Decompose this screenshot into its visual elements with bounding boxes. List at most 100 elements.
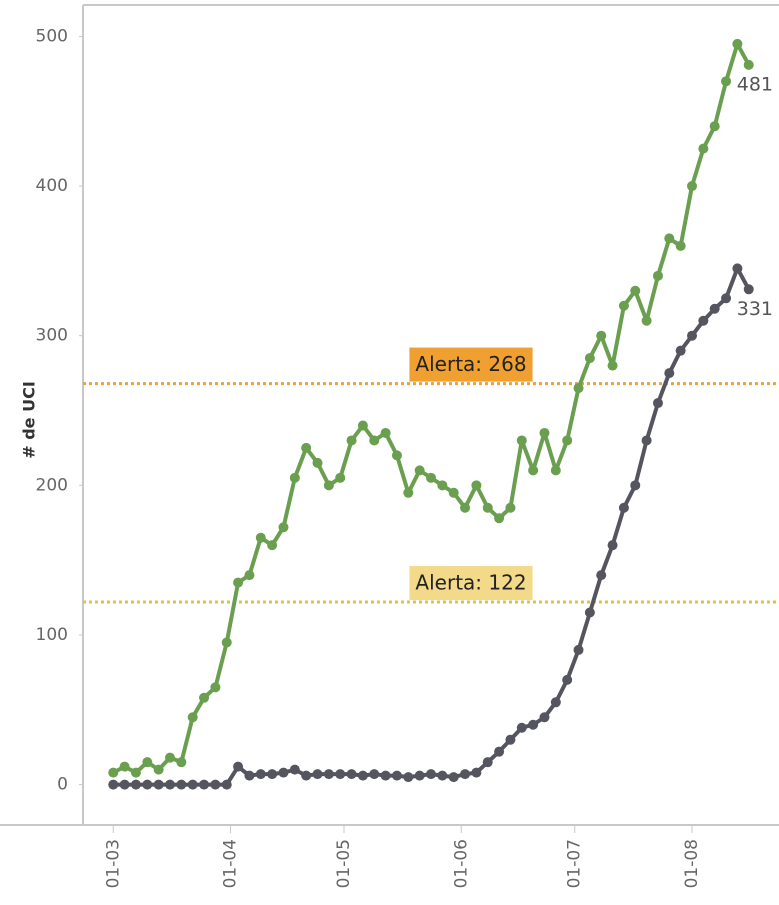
data-point [233,761,244,772]
series-line [112,41,751,775]
data-point [335,472,346,483]
data-point [278,767,289,778]
end-label: 481 [737,73,773,95]
data-point [664,368,675,379]
data-point [255,532,266,543]
data-point [187,779,198,790]
data-point [652,398,663,409]
data-point [142,757,153,768]
data-point [698,315,709,326]
data-point [221,779,232,790]
data-point [721,76,732,87]
data-point [130,779,141,790]
data-point [687,181,697,192]
data-point [165,779,175,790]
data-point [687,330,697,341]
data-point [267,540,278,551]
data-point [471,767,482,778]
data-point [323,769,334,780]
data-point [176,757,187,768]
data-point [630,480,641,491]
data-point [391,770,402,781]
x-tick-label: 01-08 [682,839,702,888]
data-point [403,772,414,783]
data-point [698,143,709,154]
data-point [369,435,380,446]
alert-label-text: Alerta: 268 [415,352,526,376]
data-point [675,240,686,251]
data-point [562,674,573,685]
data-point [369,769,380,780]
data-point [312,769,323,780]
data-point [709,121,720,132]
data-point [607,360,618,371]
data-point [437,480,448,491]
data-point [210,682,221,693]
data-point [482,502,493,513]
data-point [539,712,550,723]
x-tick-label: 01-05 [334,839,354,888]
data-point [721,293,732,304]
x-tick-label: 01-04 [221,839,241,888]
data-point [618,502,629,513]
y-axis-label: # de UCI [20,381,39,459]
data-point [573,383,584,394]
data-point [550,697,561,708]
data-point [357,770,368,781]
data-point [562,435,573,446]
data-point [426,769,436,780]
data-point [119,779,130,790]
data-point [323,480,334,491]
data-point [505,502,516,513]
data-point [664,233,675,244]
data-point [494,513,505,524]
alert-label: Alerta: 268 [409,347,533,382]
data-point [357,420,368,431]
data-point [641,315,652,326]
data-point [448,487,459,498]
y-tick-label: 400 [36,176,68,196]
data-point [244,570,255,581]
data-point [641,435,652,446]
y-tick-label: 100 [36,625,68,645]
data-point [732,263,743,274]
x-tick-label: 01-03 [103,839,123,888]
data-point [210,779,221,790]
data-point [482,757,493,768]
data-point [312,457,323,468]
alert-label-bg [409,566,533,601]
data-point [573,644,584,655]
data-point [596,570,607,581]
data-point [346,769,357,780]
data-point [584,607,595,618]
data-point [596,330,607,341]
data-point [732,38,743,49]
data-point [267,769,278,780]
data-point [743,284,754,295]
data-point [244,770,255,781]
data-point [426,472,436,483]
data-point [675,345,686,356]
data-point [380,427,391,438]
data-point [528,719,539,730]
data-point [539,427,550,438]
data-point [289,472,300,483]
data-point [278,522,289,533]
data-point [618,300,629,311]
data-point [391,450,402,461]
data-point [460,769,471,780]
x-tick-label: 01-07 [565,839,585,888]
data-point [108,767,119,778]
data-point [414,465,425,476]
alert-label: Alerta: 122 [409,566,533,601]
data-point [153,764,164,775]
data-point [142,779,153,790]
data-point [414,770,425,781]
data-point [221,637,232,648]
y-tick-label: 500 [36,26,68,46]
data-point [346,435,357,446]
data-point [652,270,663,281]
end-label: 331 [737,298,773,320]
data-point [630,285,641,296]
